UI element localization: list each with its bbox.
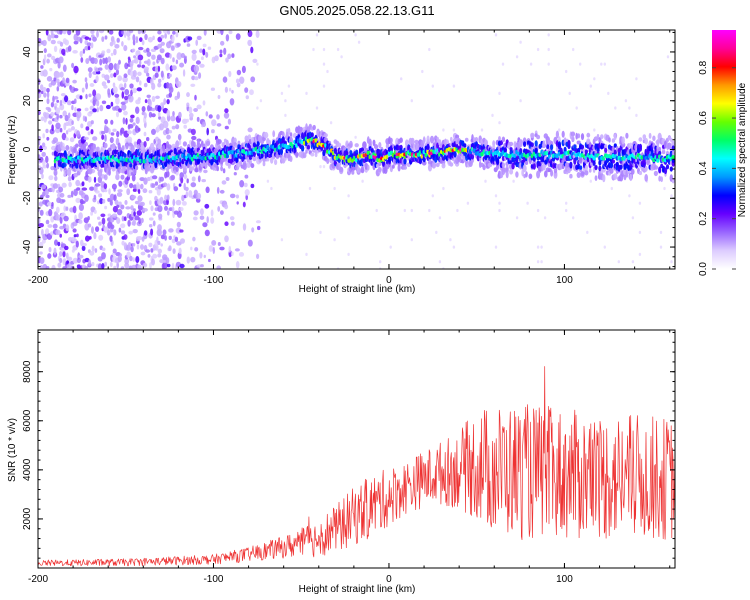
snr-y-axis: 2000 4000 6000 8000 <box>22 331 675 569</box>
y-tick-label: 2000 <box>22 507 33 530</box>
y-tick-label: 0 <box>22 146 33 152</box>
y-tick-label: 6000 <box>22 409 33 432</box>
x-tick-label: 0 <box>386 574 392 585</box>
colorbar-tick-label: 0.0 <box>698 262 709 276</box>
x-tick-label: 100 <box>556 574 573 585</box>
colorbar-axis: 0.0 0.2 0.4 0.6 0.8 <box>698 60 736 276</box>
colorbar-gradient <box>712 30 736 269</box>
x-tick-label: 100 <box>556 275 573 286</box>
y-tick-label: 20 <box>22 95 33 107</box>
spectrogram-heatmap <box>38 30 675 269</box>
snr-x-axis: -200 -100 0 100 <box>28 330 671 585</box>
snr-background <box>38 330 675 568</box>
colorbar-tick-label: 0.2 <box>698 211 709 225</box>
spectrogram-y-axis: -40 -20 0 20 40 <box>22 31 675 268</box>
spectrogram-y-label: Frequency (Hz) <box>7 116 18 185</box>
y-tick-label: 8000 <box>22 360 33 383</box>
x-tick-label: -100 <box>203 574 223 585</box>
x-tick-label: -100 <box>203 275 223 286</box>
x-tick-label: -200 <box>28 574 48 585</box>
colorbar-label: Normalized spectral amplitude <box>737 82 748 217</box>
snr-panel: -200 -100 0 100 2000 4000 6000 8000 Height of … <box>7 329 676 595</box>
snr-frame <box>37 329 676 569</box>
snr-y-label: SNR (10 * v/v) <box>7 418 18 482</box>
colorbar-tick-label: 0.8 <box>698 60 709 74</box>
spectrogram-x-label: Height of straight line (km) <box>299 284 416 295</box>
y-tick-label: 40 <box>22 46 33 58</box>
y-tick-label: -20 <box>22 191 33 206</box>
y-tick-label: -40 <box>22 239 33 254</box>
snr-series-line <box>37 366 676 567</box>
chart-title: GN05.2025.058.22.13.G11 <box>279 3 434 18</box>
colorbar-tick-label: 0.6 <box>698 111 709 125</box>
snr-x-label: Height of straight line (km) <box>299 584 416 595</box>
x-tick-label: -200 <box>28 275 48 286</box>
colorbar-tick-label: 0.4 <box>698 161 709 175</box>
x-tick-label: 0 <box>386 275 392 286</box>
y-tick-label: 4000 <box>22 458 33 481</box>
colorbar: 0.0 0.2 0.4 0.6 0.8 Normalized spectral ampl… <box>698 30 748 276</box>
spectrogram-x-axis: -200 -100 0 100 <box>28 30 671 286</box>
